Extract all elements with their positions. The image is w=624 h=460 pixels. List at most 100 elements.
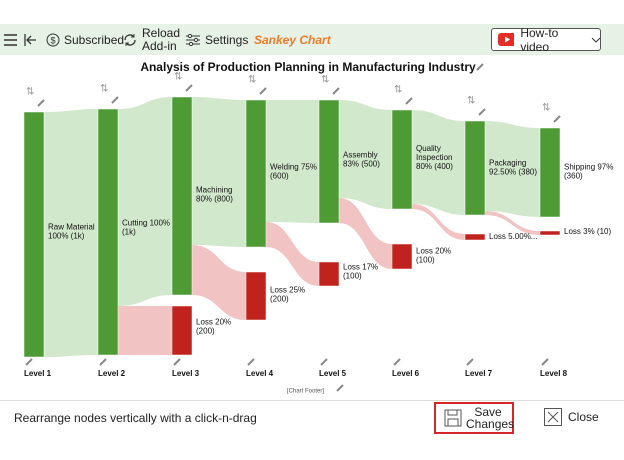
node-label: Welding 75%: [270, 163, 317, 172]
process-node: [464, 120, 486, 216]
subscribed-label: Subscribed: [64, 32, 125, 47]
loss-node: [464, 233, 486, 241]
level-label: Level 4: [246, 369, 274, 378]
node-label: (600): [270, 172, 289, 181]
reorder-icon: ⇅: [467, 96, 475, 107]
edit-icon: [466, 358, 474, 366]
reload-button[interactable]: Reload Add-in: [122, 24, 182, 55]
level-label: Level 8: [540, 369, 568, 378]
loss-link: [266, 222, 319, 286]
reorder-icon: ⇅: [26, 87, 34, 98]
level-label: Level 6: [392, 369, 420, 378]
close-button[interactable]: Close: [544, 408, 599, 426]
edit-icon: [336, 384, 344, 392]
chart-footer: [Chart Footer]: [287, 389, 324, 395]
edit-icon: [476, 63, 484, 71]
node-label: Loss 25%: [270, 286, 305, 295]
node-label: Assembly: [343, 151, 378, 160]
reorder-icon: ⇅: [100, 84, 108, 95]
node-label: 83% (500): [343, 160, 380, 169]
settings-label: Settings: [205, 32, 249, 47]
bottom-bar: Rearrange nodes vertically with a click-…: [0, 400, 624, 435]
level-label: Level 3: [172, 369, 200, 378]
edit-icon: [553, 115, 561, 123]
menu-button[interactable]: [4, 24, 18, 55]
edit-icon: [405, 97, 413, 105]
flow-link: [339, 100, 392, 209]
process-node: [97, 108, 119, 356]
level-label: Level 5: [319, 369, 347, 378]
level-label: Level 7: [465, 369, 493, 378]
settings-button[interactable]: Settings: [186, 24, 248, 55]
process-node: [391, 109, 413, 210]
edit-icon: [37, 99, 45, 107]
loss-link: [339, 198, 392, 269]
node-label: Inspection: [416, 153, 452, 162]
save-changes-button[interactable]: Save Changes: [434, 402, 514, 434]
node-label: Shipping 97%: [564, 163, 613, 172]
back-button[interactable]: [24, 24, 38, 55]
process-node: [539, 127, 561, 218]
edit-icon: [99, 358, 107, 366]
node-label: Machining: [196, 186, 232, 195]
edit-icon: [173, 358, 181, 366]
flow-link: [118, 97, 172, 306]
node-label: 92.50% (380): [489, 168, 537, 177]
node-label: Cutting 100%: [122, 219, 170, 228]
node-label: (100): [343, 272, 362, 281]
node-label: Loss 3% (10): [564, 227, 611, 236]
loss-node: [171, 305, 193, 356]
hint-text: Rearrange nodes vertically with a click-…: [14, 411, 257, 425]
app-name: Sankey Chart: [254, 32, 331, 47]
edit-icon: [259, 87, 267, 95]
reorder-icon: ⇅: [248, 75, 256, 86]
edit-icon: [185, 84, 193, 92]
node-label: 100% (1k): [48, 232, 85, 241]
level-label: Level 2: [98, 369, 126, 378]
loss-link: [485, 211, 540, 235]
node-label: Quality: [416, 144, 441, 153]
edit-icon: [25, 358, 33, 366]
flow-link: [412, 110, 465, 215]
edit-icon: [320, 358, 328, 366]
node-label: (200): [270, 295, 289, 304]
reorder-icon: ⇅: [542, 103, 550, 114]
loss-node: [539, 230, 561, 236]
node-label: Loss 5.00%...: [489, 232, 537, 241]
node-label: Loss 20%: [196, 318, 231, 327]
process-node: [23, 111, 45, 358]
close-label: Close: [568, 410, 599, 424]
how-to-video-button[interactable]: How-to video: [491, 25, 601, 54]
edit-icon: [111, 96, 119, 104]
node-label: Raw Material: [48, 223, 95, 232]
save-label: Save Changes: [466, 405, 515, 431]
node-label: 80% (800): [196, 195, 233, 204]
how-to-label: How-to video: [520, 25, 559, 54]
level-label: Level 1: [24, 369, 52, 378]
loss-node: [391, 243, 413, 270]
process-node: [171, 96, 193, 296]
svg-text:$: $: [50, 35, 55, 45]
edit-icon: [478, 108, 486, 116]
reorder-icon: ⇅: [394, 85, 402, 96]
edit-icon: [247, 358, 255, 366]
reload-label: Reload Add-in: [142, 25, 181, 53]
node-label: Loss 20%: [416, 247, 451, 256]
node-label: Packaging: [489, 159, 526, 168]
node-label: Loss 17%: [343, 263, 378, 272]
loss-node: [245, 271, 267, 321]
edit-icon: [393, 358, 401, 366]
node-label: 80% (400): [416, 162, 453, 171]
process-node: [245, 99, 267, 248]
process-node: [318, 99, 340, 224]
edit-icon: [541, 358, 549, 366]
node-label: (200): [196, 327, 215, 336]
toolbar: $ Subscribed Reload Add-in Settings Sank…: [0, 24, 624, 55]
node-label: (360): [564, 172, 583, 181]
flow-link: [266, 100, 319, 223]
subscribed-button[interactable]: $ Subscribed: [46, 24, 124, 55]
flow-link: [44, 109, 98, 357]
reorder-icon: ⇅: [174, 72, 182, 83]
